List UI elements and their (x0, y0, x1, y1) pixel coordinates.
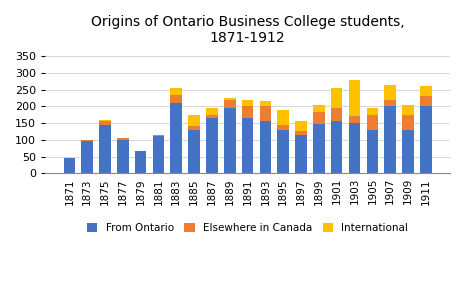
Bar (402, 130, 414, 173)
Bar (206, 108, 218, 115)
Bar (242, 118, 253, 173)
Bar (313, 124, 325, 173)
Bar (153, 136, 164, 173)
Bar (366, 115, 378, 130)
Legend: From Ontario, Elsewhere in Canada, International: From Ontario, Elsewhere in Canada, Inter… (83, 219, 412, 237)
Title: Origins of Ontario Business College students,
1871-1912: Origins of Ontario Business College stud… (91, 15, 405, 45)
Bar (331, 108, 343, 121)
Bar (171, 103, 182, 173)
Bar (420, 106, 432, 173)
Bar (81, 141, 93, 173)
Bar (278, 110, 289, 125)
Bar (224, 100, 236, 108)
Bar (295, 132, 307, 135)
Bar (224, 98, 236, 100)
Bar (81, 140, 93, 141)
Bar (99, 125, 111, 173)
Bar (385, 106, 396, 173)
Bar (171, 95, 182, 103)
Bar (117, 140, 129, 173)
Bar (402, 115, 414, 130)
Bar (313, 112, 325, 124)
Bar (224, 108, 236, 173)
Bar (349, 116, 360, 123)
Bar (259, 101, 271, 106)
Bar (349, 123, 360, 173)
Bar (99, 120, 111, 121)
Bar (278, 125, 289, 130)
Bar (242, 106, 253, 118)
Bar (171, 88, 182, 95)
Bar (242, 100, 253, 106)
Bar (295, 121, 307, 132)
Bar (420, 96, 432, 106)
Bar (99, 121, 111, 125)
Bar (188, 115, 200, 126)
Bar (331, 88, 343, 108)
Bar (366, 130, 378, 173)
Bar (366, 108, 378, 115)
Bar (206, 118, 218, 173)
Bar (188, 126, 200, 130)
Bar (278, 130, 289, 173)
Bar (153, 135, 164, 136)
Bar (420, 86, 432, 96)
Bar (295, 135, 307, 173)
Bar (331, 121, 343, 173)
Bar (135, 151, 146, 173)
Bar (188, 130, 200, 173)
Bar (349, 79, 360, 116)
Bar (402, 105, 414, 115)
Bar (259, 106, 271, 121)
Bar (117, 138, 129, 140)
Bar (313, 105, 325, 112)
Bar (64, 158, 75, 173)
Bar (385, 85, 396, 100)
Bar (385, 100, 396, 106)
Bar (259, 121, 271, 173)
Bar (206, 115, 218, 118)
